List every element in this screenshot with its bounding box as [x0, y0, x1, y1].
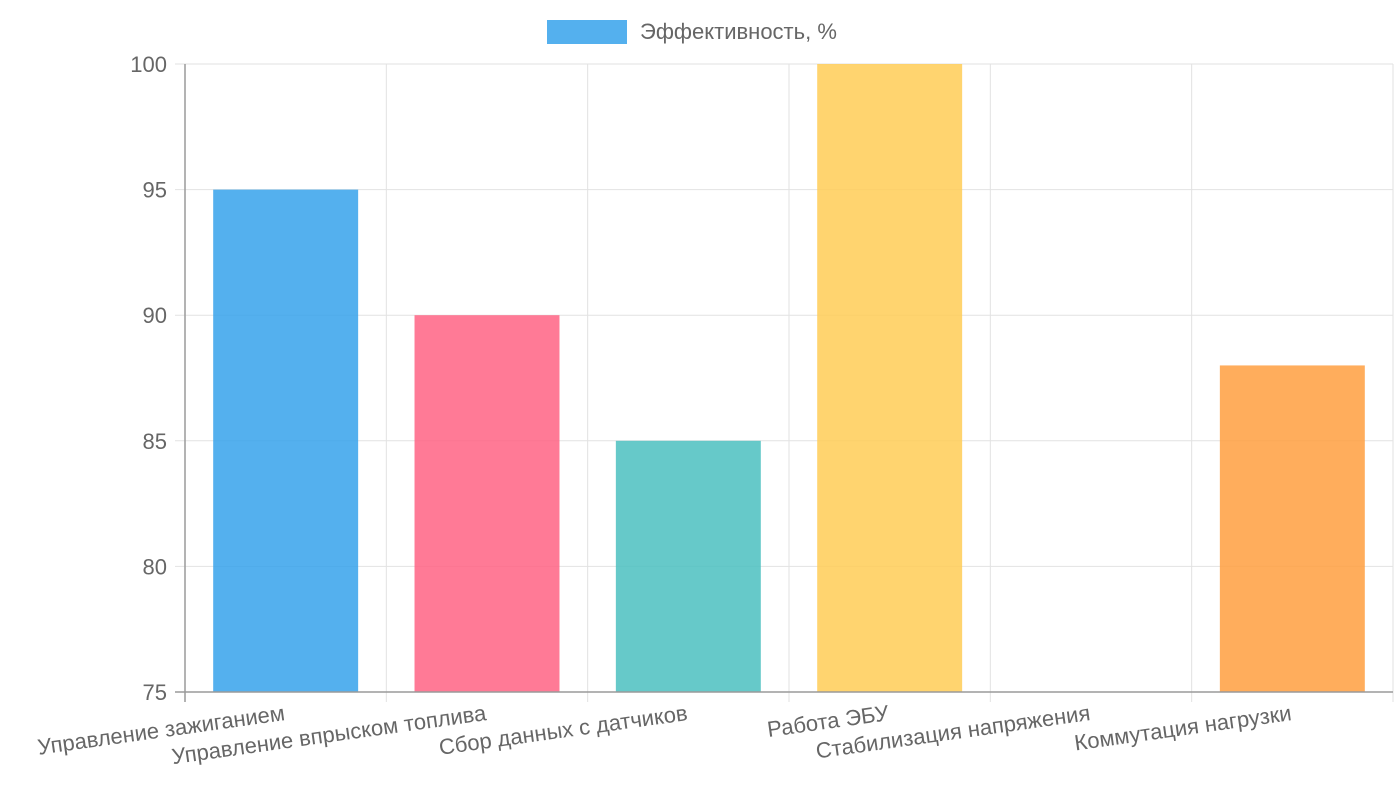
- y-tick-label: 75: [143, 680, 167, 705]
- legend-label[interactable]: Эффективность, %: [640, 19, 837, 44]
- y-tick-label: 80: [143, 554, 167, 579]
- y-tick-label: 100: [130, 52, 167, 77]
- legend-swatch[interactable]: [547, 20, 627, 44]
- axes: [175, 64, 1393, 702]
- grid: [175, 63, 1394, 702]
- bar[interactable]: [615, 440, 761, 692]
- y-tick-label: 95: [143, 178, 167, 203]
- bar[interactable]: [213, 189, 359, 692]
- y-tick-label: 90: [143, 303, 167, 328]
- x-tick-label: Коммутация нагрузки: [1073, 700, 1293, 755]
- y-tick-labels: 75 80 85 90 95 100: [130, 52, 167, 705]
- y-tick-label: 85: [143, 429, 167, 454]
- legend[interactable]: Эффективность, %: [547, 19, 837, 44]
- bar[interactable]: [1219, 365, 1365, 692]
- bars: [213, 64, 1365, 692]
- bar[interactable]: [817, 64, 963, 692]
- bar[interactable]: [414, 315, 560, 692]
